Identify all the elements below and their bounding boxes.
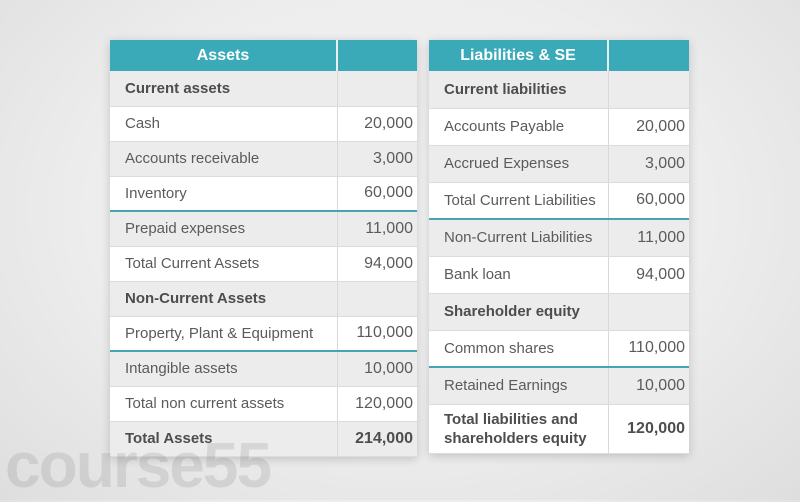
row-label: Retained Earnings xyxy=(429,367,608,405)
table-row: Total Current Liabilities 60,000 xyxy=(429,182,689,220)
row-value: 110,000 xyxy=(607,330,689,368)
row-value xyxy=(607,293,689,331)
row-value: 20,000 xyxy=(336,106,417,142)
row-label: Property, Plant & Equipment xyxy=(110,316,337,352)
liabilities-header-row: Liabilities & SE xyxy=(429,40,689,71)
table-row: Accrued Expenses 3,000 xyxy=(429,145,689,183)
row-value xyxy=(336,71,417,107)
row-label: Cash xyxy=(110,106,337,142)
row-label: Accounts receivable xyxy=(110,141,337,177)
liabilities-table: Liabilities & SE Current liabilities Acco… xyxy=(429,40,689,454)
row-label: Inventory xyxy=(110,176,337,212)
table-row: Inventory 60,000 xyxy=(110,176,417,212)
table-row: Non-Current Assets xyxy=(110,281,417,317)
row-label: Total liabilities and shareholders equit… xyxy=(429,404,608,454)
row-value: 214,000 xyxy=(336,421,417,457)
assets-header-row: Assets xyxy=(110,40,417,71)
row-value xyxy=(336,281,417,317)
row-value: 120,000 xyxy=(607,404,689,454)
row-value: 3,000 xyxy=(336,141,417,177)
table-row: Total Assets 214,000 xyxy=(110,421,417,457)
liabilities-header-label: Liabilities & SE xyxy=(429,40,609,71)
table-row: Non-Current Liabilities 11,000 xyxy=(429,219,689,257)
row-value: 94,000 xyxy=(607,256,689,294)
row-label: Accounts Payable xyxy=(429,108,608,146)
table-row: Accounts Payable 20,000 xyxy=(429,108,689,146)
liabilities-table-body: Current liabilities Accounts Payable 20,00… xyxy=(429,71,689,454)
row-label: Current assets xyxy=(110,71,337,107)
table-row: Total non current assets 120,000 xyxy=(110,386,417,422)
row-label: Non-Current Liabilities xyxy=(429,219,608,257)
row-value: 11,000 xyxy=(336,211,417,247)
table-row: Total liabilities and shareholders equit… xyxy=(429,404,689,454)
row-label: Total Assets xyxy=(110,421,337,457)
row-value: 20,000 xyxy=(607,108,689,146)
table-row: Current liabilities xyxy=(429,71,689,109)
row-label: Total Current Assets xyxy=(110,246,337,282)
table-row: Common shares 110,000 xyxy=(429,330,689,368)
liabilities-header-value-cell xyxy=(608,40,689,71)
assets-header-value-cell xyxy=(337,40,417,71)
row-label: Accrued Expenses xyxy=(429,145,608,183)
assets-table: Assets Current assets Cash 20,000 Accounts … xyxy=(110,40,417,457)
row-label: Total Current Liabilities xyxy=(429,182,608,220)
table-row: Shareholder equity xyxy=(429,293,689,331)
row-value: 120,000 xyxy=(336,386,417,422)
assets-table-body: Current assets Cash 20,000 Accounts receiva… xyxy=(110,71,417,457)
row-value: 11,000 xyxy=(607,219,689,257)
row-label: Common shares xyxy=(429,330,608,368)
row-label: Prepaid expenses xyxy=(110,211,337,247)
row-label: Intangible assets xyxy=(110,351,337,387)
row-label: Bank loan xyxy=(429,256,608,294)
row-value: 94,000 xyxy=(336,246,417,282)
table-row: Intangible assets 10,000 xyxy=(110,351,417,387)
row-value: 10,000 xyxy=(336,351,417,387)
row-value xyxy=(607,71,689,109)
row-value: 10,000 xyxy=(607,367,689,405)
table-row: Total Current Assets 94,000 xyxy=(110,246,417,282)
row-value: 3,000 xyxy=(607,145,689,183)
row-value: 110,000 xyxy=(336,316,417,352)
table-row: Bank loan 94,000 xyxy=(429,256,689,294)
table-row: Property, Plant & Equipment 110,000 xyxy=(110,316,417,352)
table-row: Retained Earnings 10,000 xyxy=(429,367,689,405)
row-value: 60,000 xyxy=(607,182,689,220)
table-row: Current assets xyxy=(110,71,417,107)
table-row: Prepaid expenses 11,000 xyxy=(110,211,417,247)
row-label: Shareholder equity xyxy=(429,293,608,331)
table-row: Accounts receivable 3,000 xyxy=(110,141,417,177)
assets-header-label: Assets xyxy=(110,40,338,71)
row-label: Non-Current Assets xyxy=(110,281,337,317)
row-label: Current liabilities xyxy=(429,71,608,109)
table-row: Cash 20,000 xyxy=(110,106,417,142)
row-value: 60,000 xyxy=(336,176,417,212)
row-label: Total non current assets xyxy=(110,386,337,422)
